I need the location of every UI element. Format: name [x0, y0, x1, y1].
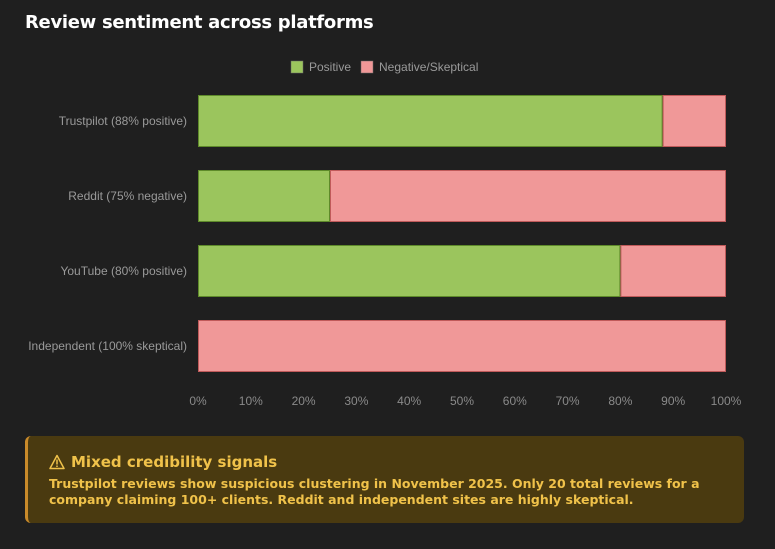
- warning-icon: [49, 454, 65, 470]
- y-axis-labels: Trustpilot (88% positive) Reddit (75% neg…: [28, 114, 187, 353]
- stacked-bar-chart: Positive Negative/Skeptical Trustpilot (8…: [28, 60, 741, 408]
- x-tick-label-2: 20%: [292, 394, 316, 408]
- y-tick-label-2: YouTube (80% positive): [60, 264, 187, 278]
- x-tick-label-6: 60%: [503, 394, 527, 408]
- bar-1-series-0: [198, 170, 330, 222]
- x-tick-label-1: 10%: [239, 394, 263, 408]
- x-tick-label-4: 40%: [397, 394, 421, 408]
- bar-3-series-1: [198, 320, 726, 372]
- x-tick-label-3: 30%: [344, 394, 368, 408]
- chart-title: Review sentiment across platforms: [25, 12, 374, 33]
- bar-0-series-0: [198, 95, 663, 147]
- x-axis-ticks: 0% 10% 20% 30% 40% 50% 60% 70% 80% 90% 100%: [189, 394, 741, 408]
- y-tick-label-3: Independent (100% skeptical): [28, 339, 187, 353]
- callout-body: Trustpilot reviews show suspicious clust…: [49, 476, 700, 507]
- bar-0-series-1: [662, 95, 727, 147]
- x-tick-label-9: 90%: [661, 394, 685, 408]
- callout-heading: Mixed credibility signals: [49, 453, 277, 471]
- bar-1-series-1: [330, 170, 726, 222]
- x-tick-label-0: 0%: [189, 394, 207, 408]
- credibility-callout: Mixed credibility signals Trustpilot rev…: [25, 436, 744, 523]
- y-tick-label-0: Trustpilot (88% positive): [59, 114, 187, 128]
- x-tick-label-8: 80%: [608, 394, 632, 408]
- chart-legend: Positive Negative/Skeptical: [290, 60, 478, 74]
- callout-title: Mixed credibility signals: [71, 453, 278, 471]
- bar-2-series-1: [620, 245, 727, 297]
- x-tick-label-5: 50%: [450, 394, 474, 408]
- y-tick-label-1: Reddit (75% negative): [68, 189, 187, 203]
- bar-2-series-0: [198, 245, 621, 297]
- legend-label-1: Negative/Skeptical: [379, 60, 478, 74]
- chart-bars: [198, 95, 727, 372]
- x-tick-label-7: 70%: [556, 394, 580, 408]
- legend-swatch-0: [290, 60, 304, 74]
- legend-label-0: Positive: [309, 60, 351, 74]
- x-tick-label-10: 100%: [711, 394, 742, 408]
- legend-swatch-1: [360, 60, 374, 74]
